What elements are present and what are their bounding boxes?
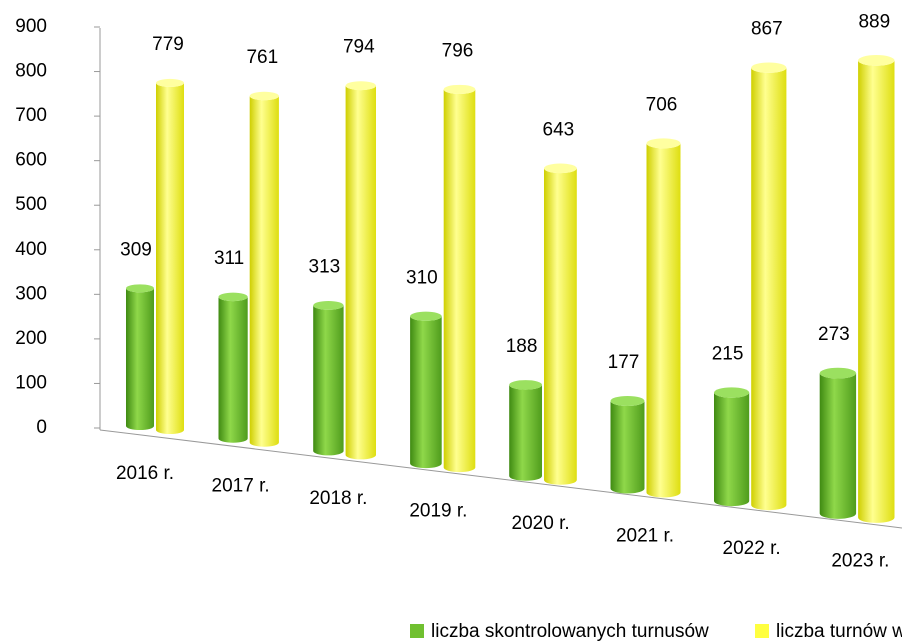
bar	[156, 82, 184, 434]
bar-top	[249, 91, 279, 101]
floor-edge	[99, 429, 902, 529]
x-tick-label: 2019 r.	[409, 501, 467, 522]
bar-top	[126, 284, 154, 293]
bar	[714, 392, 750, 507]
y-tick-label: 500	[15, 194, 47, 215]
bar-top	[156, 78, 184, 87]
value-label: 273	[818, 324, 850, 345]
value-label: 313	[309, 256, 341, 277]
x-tick-label: 2016 r.	[116, 463, 174, 484]
bar-top	[218, 292, 248, 302]
bar	[410, 316, 442, 469]
bar	[751, 67, 787, 511]
bar	[345, 85, 376, 460]
y-tick-label: 200	[15, 328, 47, 349]
y-tick-label: 0	[36, 417, 47, 438]
y-tick-label: 100	[15, 372, 47, 393]
y-tick-label: 300	[15, 283, 47, 304]
bar-top	[544, 163, 577, 174]
value-label: 310	[406, 267, 438, 288]
y-tick-label: 700	[15, 105, 47, 126]
bar-top	[646, 138, 681, 149]
bar	[443, 89, 476, 473]
x-tick-label: 2020 r.	[512, 513, 570, 534]
value-label: 309	[120, 239, 152, 260]
value-label: 889	[858, 11, 890, 32]
bar	[858, 60, 895, 523]
value-label: 177	[608, 352, 640, 373]
bar-top	[714, 387, 750, 398]
y-tick-label: 600	[15, 150, 47, 171]
value-label: 867	[751, 19, 783, 40]
bar-top	[509, 380, 542, 390]
bar	[218, 296, 248, 443]
value-label: 794	[343, 37, 375, 58]
bar	[313, 305, 344, 456]
y-tick-label: 400	[15, 239, 47, 260]
bar-top	[819, 367, 857, 379]
legend-swatch	[410, 624, 424, 638]
bar-top	[443, 84, 476, 95]
bar	[544, 168, 577, 485]
x-tick-label: 2023 r.	[831, 551, 889, 572]
bar	[610, 400, 645, 494]
legend-label: liczba skontrolowanych turnusów	[431, 621, 709, 642]
bar	[646, 143, 681, 498]
y-tick-label: 800	[15, 61, 47, 82]
bar-top	[610, 395, 645, 406]
bar-top	[345, 81, 376, 91]
bar-top	[858, 55, 895, 66]
x-tick-label: 2018 r.	[309, 488, 367, 509]
value-label: 188	[506, 336, 538, 357]
value-label: 643	[543, 119, 575, 140]
value-label: 796	[442, 40, 474, 61]
bar-top	[410, 311, 442, 321]
legend-swatch	[755, 624, 769, 638]
legend-label: liczba turnów w bazie wypoczynku	[776, 621, 902, 642]
bar	[819, 373, 857, 519]
value-label: 311	[214, 248, 244, 269]
x-tick-label: 2021 r.	[616, 526, 674, 547]
bar	[126, 288, 154, 430]
value-label: 215	[712, 344, 744, 365]
x-tick-label: 2017 r.	[212, 476, 270, 497]
bar	[249, 95, 279, 447]
bar-top	[313, 301, 344, 310]
bar-top	[751, 62, 787, 73]
value-label: 779	[152, 34, 184, 55]
value-label: 761	[246, 47, 278, 68]
y-tick-label: 900	[15, 16, 47, 37]
bar	[509, 384, 542, 481]
value-label: 706	[646, 94, 678, 115]
x-tick-label: 2022 r.	[723, 538, 781, 559]
